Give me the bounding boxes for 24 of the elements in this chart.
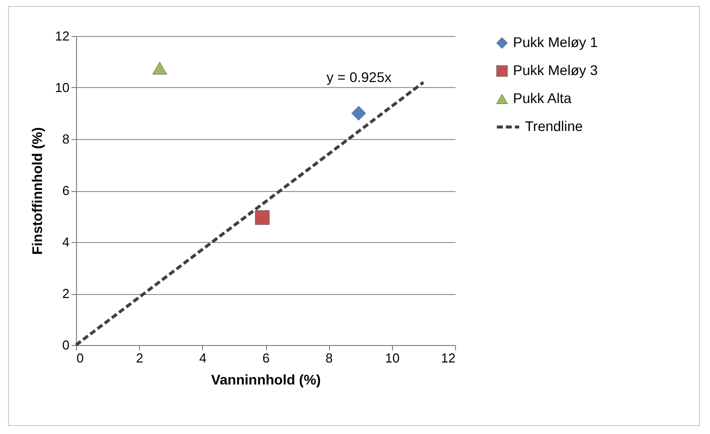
point [255, 210, 270, 225]
y-tick-label: 10 [55, 80, 70, 95]
point [152, 62, 168, 75]
y-tick-label: 6 [62, 183, 70, 198]
point [351, 106, 366, 121]
annotation: y = 0.925x [326, 69, 392, 85]
legend-label: Pukk Meløy 3 [513, 62, 598, 78]
x-axis-title: Vanninnhold (%) [211, 372, 321, 388]
y-axis-title: Finstoffinnhold (%) [29, 127, 46, 255]
y-tick-label: 8 [62, 132, 70, 146]
y-tick-label: 0 [62, 338, 70, 352]
x-tick-label: 10 [385, 350, 400, 366]
legend-label: Pukk Alta [513, 90, 572, 106]
x-tick-label: 12 [441, 350, 456, 366]
y-tick-label: 12 [55, 28, 70, 44]
x-tick-label: 8 [326, 350, 333, 366]
x-tick-label: 4 [199, 350, 206, 366]
legend-label: Pukk Meløy 1 [513, 34, 598, 50]
y-tick-label: 2 [62, 286, 70, 301]
y-tick-label: 4 [62, 234, 70, 250]
x-tick-label: 6 [262, 350, 270, 366]
x-tick-label: 2 [136, 350, 144, 366]
x-tick-label: 0 [76, 350, 84, 366]
legend-label: Trendline [525, 118, 584, 134]
